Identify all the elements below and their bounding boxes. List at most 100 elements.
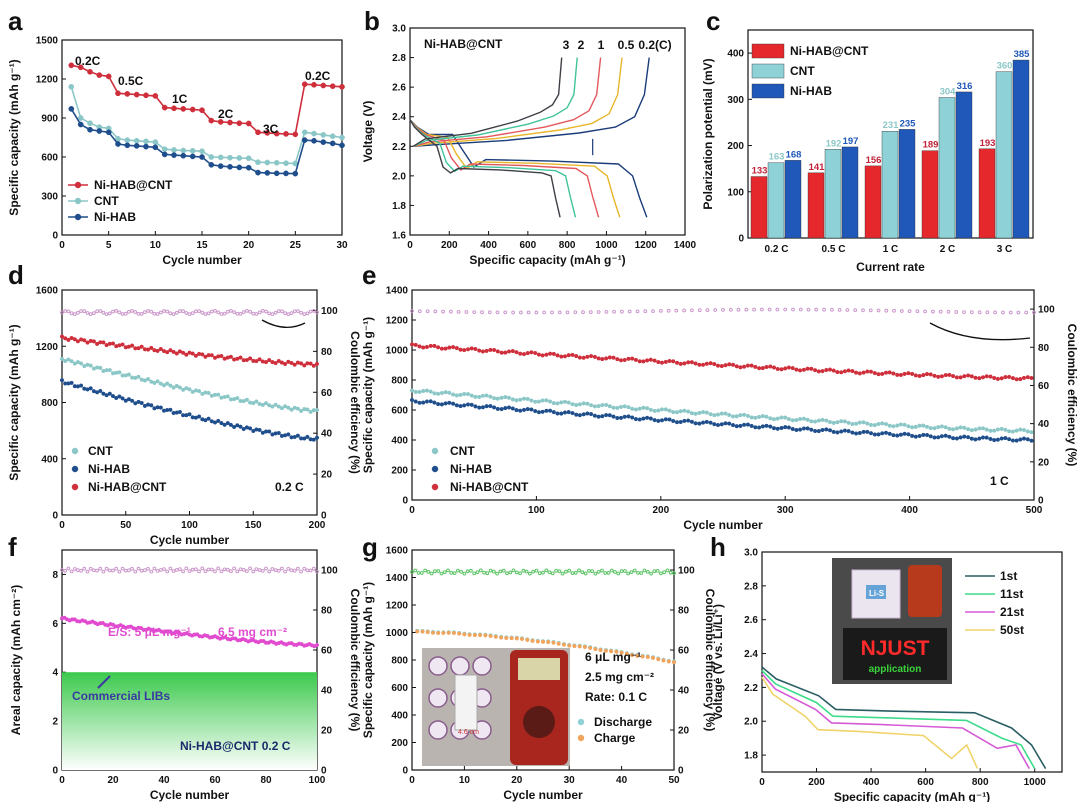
ce-point bbox=[276, 309, 281, 314]
ce-point bbox=[861, 308, 865, 313]
data-point bbox=[734, 364, 739, 369]
data-point bbox=[992, 428, 997, 433]
data-point bbox=[652, 418, 657, 423]
data-point bbox=[245, 120, 252, 127]
data-point bbox=[462, 632, 467, 637]
data-point bbox=[222, 422, 227, 427]
charge-curve bbox=[412, 57, 563, 147]
data-point bbox=[917, 423, 922, 428]
ce-point bbox=[557, 569, 562, 574]
x-axis-label: Specific capacity (mAh g⁻¹) bbox=[469, 253, 625, 267]
data-point bbox=[794, 418, 799, 423]
ce-point bbox=[662, 570, 667, 575]
ce-point bbox=[60, 310, 64, 315]
legend-label: Ni-HAB@CNT bbox=[88, 480, 167, 494]
data-point bbox=[857, 430, 862, 436]
data-point bbox=[264, 159, 271, 166]
data-point bbox=[567, 643, 572, 648]
data-point bbox=[413, 389, 418, 394]
battery-label-bg bbox=[866, 585, 886, 599]
data-point bbox=[581, 355, 586, 360]
data-point bbox=[809, 419, 814, 424]
data-point bbox=[551, 351, 556, 356]
data-point bbox=[161, 383, 167, 388]
rate-note: Rate: 0.1 C bbox=[585, 690, 647, 704]
y2-axis-label: Coulombic efficiency (%) bbox=[348, 589, 362, 732]
ce-point bbox=[524, 569, 529, 574]
bar-value-label: 304 bbox=[940, 86, 957, 97]
data-point bbox=[273, 361, 278, 366]
data-point bbox=[973, 427, 978, 432]
commercial-arrow bbox=[97, 675, 111, 689]
ce-point bbox=[257, 310, 262, 315]
y-tick-label: 1000 bbox=[386, 628, 409, 639]
data-point bbox=[208, 154, 215, 160]
data-point bbox=[842, 369, 847, 374]
data-point bbox=[980, 426, 986, 431]
data-point bbox=[105, 129, 112, 136]
data-point bbox=[161, 104, 168, 111]
data-point bbox=[473, 404, 478, 409]
data-point bbox=[816, 369, 821, 374]
data-point bbox=[898, 372, 903, 378]
y-tick-label: 0 bbox=[52, 766, 58, 777]
data-point bbox=[492, 396, 497, 401]
ce-point bbox=[439, 571, 444, 576]
ce-point bbox=[456, 310, 461, 314]
ce-point bbox=[286, 567, 291, 571]
y-tick-label: 2.2 bbox=[392, 142, 406, 153]
data-point bbox=[813, 419, 818, 424]
ce-point bbox=[184, 311, 189, 315]
y2-tick-label: 100 bbox=[321, 566, 338, 577]
data-point bbox=[604, 402, 609, 407]
y2-tick-label: 100 bbox=[678, 566, 695, 577]
y2-tick-label: 0 bbox=[321, 511, 327, 522]
y-tick-label: 600 bbox=[391, 406, 408, 417]
x-tick-label: 800 bbox=[972, 777, 989, 788]
ce-point bbox=[541, 570, 545, 575]
data-point bbox=[809, 427, 814, 432]
data-point bbox=[839, 429, 844, 434]
ce-point bbox=[668, 570, 673, 575]
ce-point bbox=[620, 309, 624, 314]
ce-point bbox=[651, 309, 655, 314]
data-point bbox=[749, 423, 754, 428]
ce-point bbox=[713, 308, 718, 312]
ce-point bbox=[1024, 310, 1029, 315]
y-tick-label: 2.0 bbox=[392, 171, 406, 182]
bar bbox=[824, 149, 842, 239]
y-tick-label: 800 bbox=[41, 398, 58, 409]
data-point bbox=[413, 342, 418, 347]
ce-point bbox=[962, 310, 966, 315]
battery-cell-icon bbox=[428, 656, 448, 676]
data-point bbox=[671, 410, 676, 415]
data-point bbox=[181, 387, 186, 392]
ce-point bbox=[632, 568, 637, 573]
data-point bbox=[846, 420, 851, 425]
ce-point bbox=[117, 569, 122, 574]
data-point bbox=[540, 639, 546, 644]
y2-tick-label: 60 bbox=[321, 388, 333, 399]
data-point bbox=[887, 431, 892, 436]
data-point bbox=[165, 350, 170, 355]
x-tick-label: 0 bbox=[59, 775, 65, 786]
data-point bbox=[480, 405, 485, 410]
ce-point bbox=[296, 309, 300, 314]
data-point bbox=[913, 424, 918, 429]
data-point bbox=[530, 638, 535, 643]
ce-point bbox=[72, 567, 77, 571]
data-point bbox=[1010, 376, 1015, 381]
x-tick-label: 100 bbox=[181, 520, 198, 531]
ce-point bbox=[229, 309, 233, 313]
x-tick-label: 0 bbox=[409, 505, 415, 516]
plot-frame bbox=[761, 551, 1063, 773]
data-point bbox=[697, 362, 702, 367]
data-point bbox=[465, 347, 471, 352]
data-point bbox=[308, 361, 313, 366]
data-point bbox=[745, 363, 750, 368]
data-point bbox=[69, 359, 74, 364]
ce-point bbox=[126, 309, 131, 314]
data-point bbox=[117, 394, 122, 399]
data-point bbox=[559, 354, 564, 359]
data-point bbox=[299, 361, 304, 366]
